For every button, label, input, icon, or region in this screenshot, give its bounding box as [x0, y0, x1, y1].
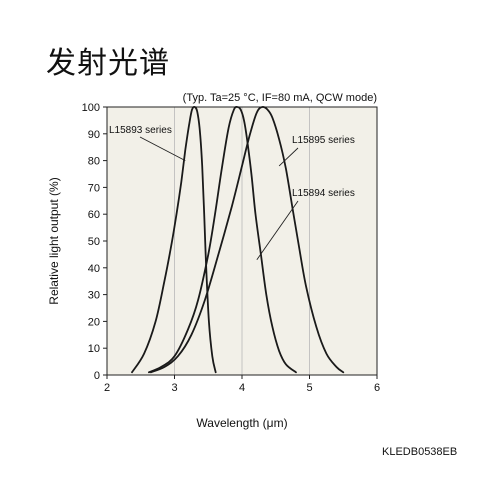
y-tick-label: 100 — [82, 102, 100, 114]
series-line-1 — [148, 106, 297, 374]
series-label: L15893 series — [109, 125, 172, 136]
annotation-leader — [278, 147, 299, 167]
y-tick-label: 70 — [88, 182, 100, 194]
grid-lines — [174, 107, 310, 375]
series-lines — [131, 105, 345, 374]
y-tick-label: 40 — [88, 263, 100, 275]
y-tick-label: 80 — [88, 156, 100, 168]
y-tick-label: 20 — [88, 316, 100, 328]
x-tick-label: 6 — [374, 382, 380, 394]
annotation-leader — [139, 136, 186, 161]
chart-conditions: (Typ. Ta=25 °C, IF=80 mA, QCW mode) — [183, 92, 377, 104]
series-line-2 — [150, 106, 345, 374]
x-tick-label: 5 — [306, 382, 312, 394]
page-title: 发射光谱 — [46, 46, 170, 81]
series-label: L15895 series — [292, 135, 355, 146]
y-tick-label: 90 — [88, 129, 100, 141]
series-annotations: L15893 series L15895 series L15894 series — [109, 125, 355, 261]
series-label: L15894 series — [292, 188, 355, 199]
document-code: KLEDB0538EB — [382, 446, 458, 458]
y-tick-label: 10 — [88, 343, 100, 355]
x-tick-label: 3 — [171, 382, 177, 394]
x-axis-label: Wavelength (μm) — [196, 416, 287, 430]
x-tick-label: 4 — [239, 382, 245, 394]
x-tick-label: 2 — [104, 382, 110, 394]
y-axis-label: Relative light output (%) — [47, 177, 61, 304]
y-tick-label: 0 — [94, 370, 100, 382]
y-tick-label: 50 — [88, 236, 100, 248]
y-tick-label: 30 — [88, 290, 100, 302]
annotation-leader — [256, 200, 299, 261]
y-tick-label: 60 — [88, 209, 100, 221]
